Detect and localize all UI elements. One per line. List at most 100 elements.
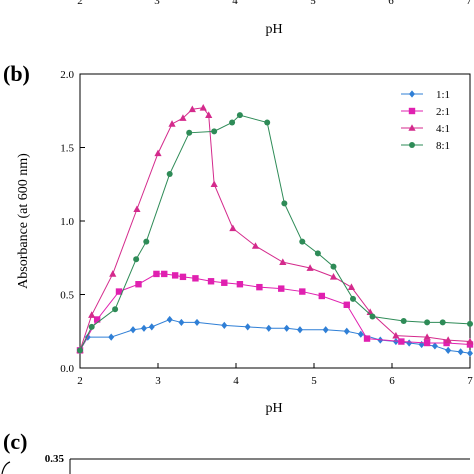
x-axis-label: pH	[265, 401, 282, 416]
data-point	[179, 273, 187, 281]
x-tick-label: 5	[311, 375, 317, 387]
legend-entry: 2:1	[401, 106, 450, 118]
data-point	[444, 336, 452, 343]
x-tick-label: 6	[389, 375, 395, 387]
data-point	[329, 273, 338, 280]
data-point	[109, 270, 117, 277]
series-circle	[77, 112, 473, 354]
x-axis-ticks: 2 3 4 5 6 7	[77, 363, 473, 387]
x-tick-label: 2	[77, 375, 83, 387]
data-point	[357, 330, 364, 338]
data-point	[343, 301, 350, 308]
data-point	[314, 250, 321, 257]
data-point	[457, 348, 464, 356]
series-line	[79, 273, 471, 351]
legend-marker	[408, 124, 416, 131]
y-tick-label: 0.5	[60, 290, 74, 302]
data-point	[306, 264, 314, 271]
legend-marker	[408, 107, 416, 115]
data-point	[108, 333, 115, 341]
x-tick-label: 4	[233, 375, 239, 387]
data-point	[236, 281, 244, 288]
data-point	[256, 283, 263, 291]
data-point	[178, 318, 185, 327]
data-point	[148, 323, 155, 331]
panel-c-label: (c)	[3, 429, 27, 454]
legend-entry: 8:1	[401, 140, 450, 152]
data-point	[400, 317, 407, 324]
data-point	[133, 205, 141, 213]
data-point	[347, 283, 356, 290]
data-point	[467, 349, 473, 357]
panel-c-y-top-tick: 0.35	[45, 453, 65, 465]
series-layer	[76, 104, 474, 357]
data-point	[194, 318, 200, 327]
data-point	[318, 292, 325, 300]
data-point	[221, 321, 228, 329]
top-tick-2: 2	[77, 0, 83, 7]
y-tick-label: 0.0	[60, 363, 74, 375]
data-point	[431, 342, 438, 350]
data-point	[330, 263, 337, 270]
data-point	[154, 149, 162, 157]
x-tick-label: 3	[155, 375, 161, 387]
data-point	[140, 324, 147, 332]
legend-label: 1:1	[436, 89, 450, 101]
data-point	[350, 295, 356, 302]
top-tick-6: 6	[388, 0, 394, 7]
data-point	[77, 347, 83, 354]
data-point	[283, 324, 290, 332]
data-point	[211, 128, 218, 135]
data-point	[363, 335, 371, 342]
data-point	[143, 238, 150, 245]
y-axis-ticks: 0.0 0.5 1.0 1.5 2.0	[60, 69, 85, 375]
data-point	[207, 278, 215, 285]
top-tick-5: 5	[310, 0, 316, 7]
data-point	[392, 331, 400, 339]
data-point	[153, 270, 160, 278]
data-point	[466, 341, 474, 348]
legend-label: 4:1	[436, 123, 450, 135]
data-point	[229, 119, 236, 126]
data-point	[179, 114, 187, 121]
x-tick-label: 7	[467, 375, 473, 387]
data-point	[229, 224, 237, 232]
data-point	[166, 170, 173, 177]
data-point	[406, 339, 413, 347]
data-point	[186, 129, 193, 136]
data-point	[93, 316, 101, 323]
data-point	[343, 327, 350, 335]
data-point	[322, 326, 329, 334]
series-line	[79, 114, 471, 351]
top-fragment: 2 3 4 5 6 7 pH	[77, 0, 472, 37]
legend-entry: 4:1	[401, 123, 450, 135]
data-point	[423, 339, 431, 347]
data-point	[279, 258, 287, 265]
data-point	[467, 320, 473, 327]
data-point	[188, 105, 196, 113]
legend-marker	[409, 142, 415, 148]
panel-b-label: (b)	[3, 61, 30, 86]
data-point	[166, 315, 173, 324]
plot-frame	[79, 73, 471, 369]
data-point	[423, 333, 431, 340]
data-point	[192, 275, 199, 282]
data-point	[264, 119, 271, 126]
data-point	[251, 242, 260, 249]
series-line	[79, 107, 471, 351]
series-square	[76, 270, 474, 354]
data-point	[445, 346, 452, 354]
data-point	[244, 323, 251, 331]
y-tick-label: 1.5	[60, 143, 74, 155]
data-point	[205, 111, 213, 118]
data-point	[281, 200, 288, 207]
data-point	[424, 319, 431, 326]
data-point	[130, 326, 137, 334]
data-point	[161, 270, 168, 278]
legend-label: 8:1	[436, 140, 450, 152]
data-point	[168, 120, 176, 127]
data-point	[199, 104, 207, 111]
top-tick-7: 7	[466, 0, 472, 7]
data-point	[221, 279, 228, 286]
